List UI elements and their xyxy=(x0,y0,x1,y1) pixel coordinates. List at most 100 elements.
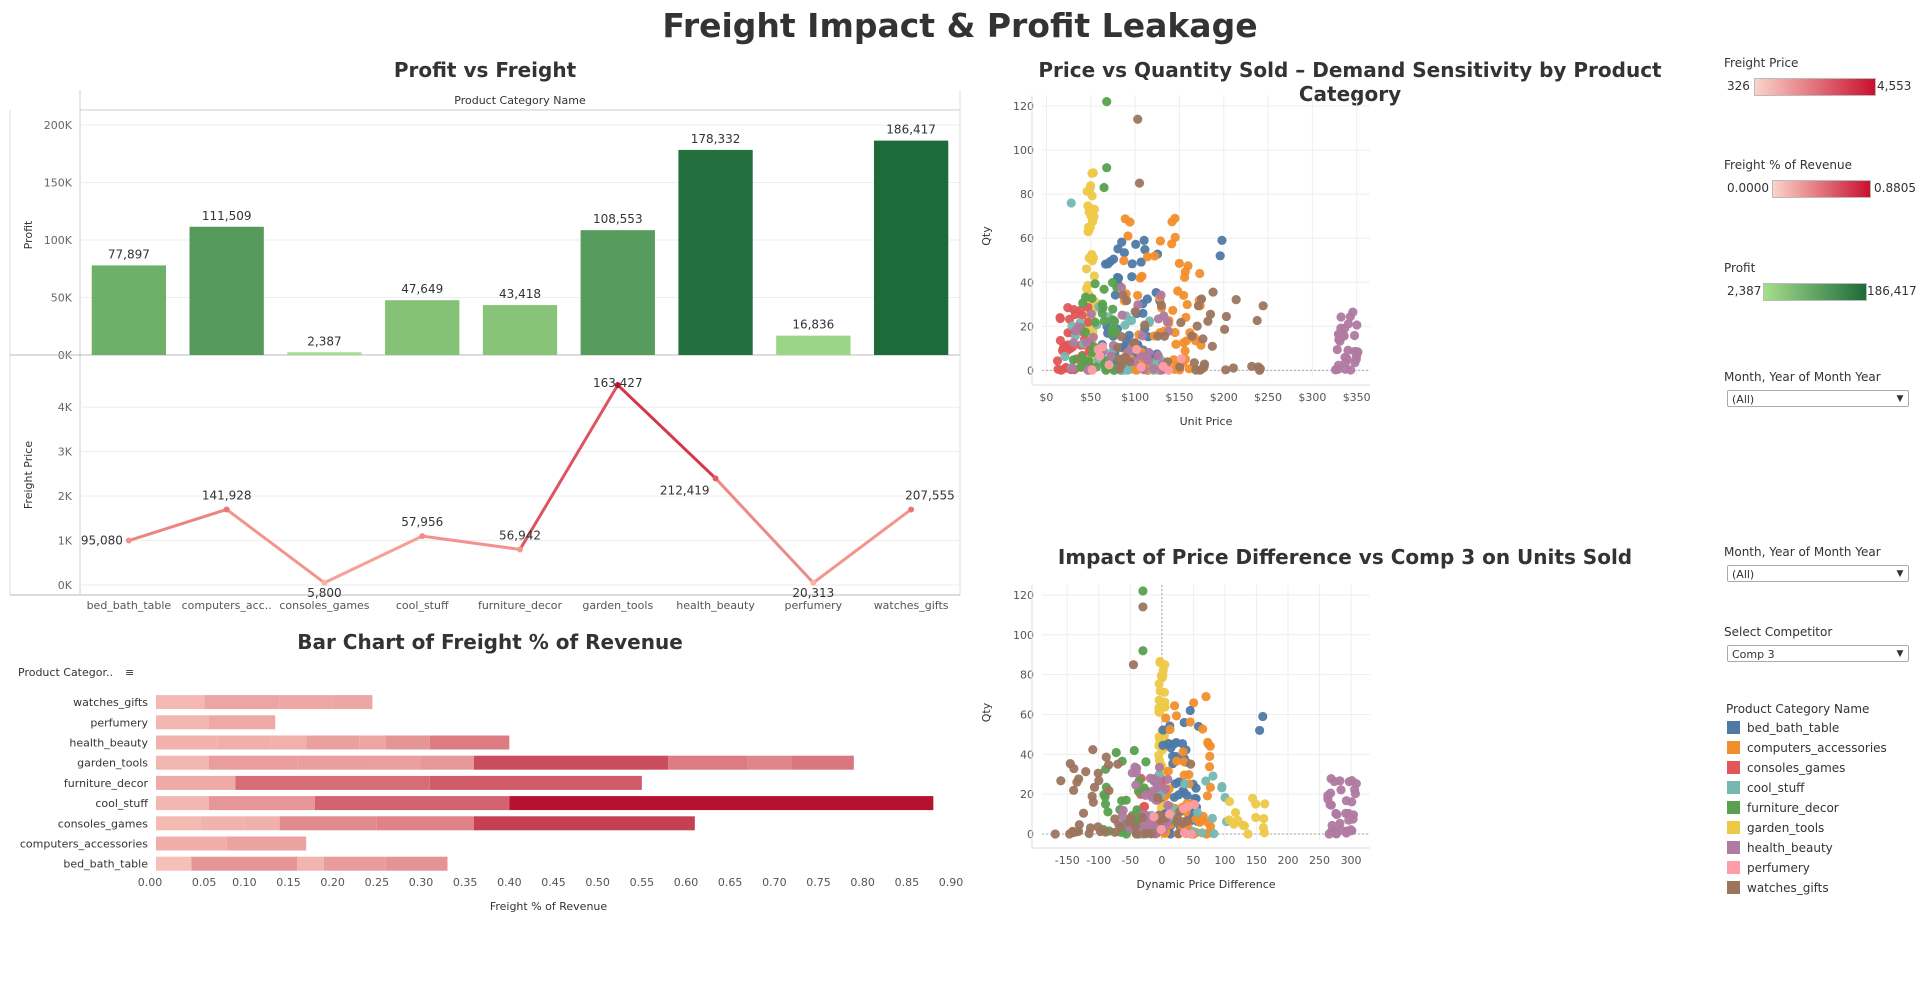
scatter-point xyxy=(1176,354,1186,364)
scatter-point xyxy=(1162,317,1172,327)
scatter-point xyxy=(1135,273,1145,283)
scatter-point xyxy=(1193,301,1203,311)
legend-swatch xyxy=(1727,761,1740,774)
scatter-point xyxy=(1201,691,1211,702)
scatter-point xyxy=(1116,331,1127,342)
x-tick-label: 0.45 xyxy=(541,876,566,889)
scatter-point xyxy=(1228,363,1239,373)
competitor-filter-dropdown[interactable]: Comp 3 ▼ xyxy=(1727,645,1909,662)
x-axis-label: Dynamic Price Difference xyxy=(1136,878,1275,891)
freight-pct-segment xyxy=(191,856,298,871)
profit-legend-min: 2,387 xyxy=(1727,284,1762,298)
x-tick-label: 0.35 xyxy=(453,876,478,889)
freight-value-label: 163,427 xyxy=(593,376,643,390)
scatter-point xyxy=(1131,829,1141,839)
scatter-point xyxy=(1180,346,1190,356)
profit-vs-freight-title: Profit vs Freight xyxy=(393,58,577,82)
scatter-point xyxy=(1154,707,1164,717)
legend-swatch xyxy=(1727,741,1740,754)
y-tick-label: 60 xyxy=(1020,232,1034,245)
scatter-point xyxy=(1118,805,1128,815)
freight-pct-segment xyxy=(217,735,271,750)
profit-bar xyxy=(678,149,753,355)
x-tick-label: 0.20 xyxy=(320,876,345,889)
scatter-point xyxy=(1350,784,1360,795)
scatter-point xyxy=(1159,687,1170,697)
category-header: Product Categor.. xyxy=(18,666,113,679)
freight-pct-segment xyxy=(226,836,307,851)
scatter-point xyxy=(1050,829,1060,839)
scatter-point xyxy=(1144,347,1154,358)
price-diff-scatter: 0 20 40 60 80 100 120 -150 -100 -50 0 50 100 150 200 25… xyxy=(980,585,1370,891)
freight-pct-segment xyxy=(747,755,792,770)
scatter-point xyxy=(1221,311,1231,322)
x-tick-label: $200 xyxy=(1210,391,1238,404)
scatter-point xyxy=(1344,777,1354,787)
scatter-point xyxy=(1094,776,1104,786)
freight-pct-segment xyxy=(421,755,474,770)
scatter-point xyxy=(1209,828,1219,839)
scatter-point xyxy=(1198,334,1208,344)
scatter-point xyxy=(1097,308,1107,319)
x-axis-label: Freight % of Revenue xyxy=(490,900,608,913)
freight-point xyxy=(614,382,621,388)
scatter-point xyxy=(1179,828,1190,838)
scatter-point xyxy=(1104,360,1114,370)
scatter-point xyxy=(1208,287,1218,297)
profit-bar xyxy=(580,230,655,355)
freight-pct-legend-title: Freight % of Revenue xyxy=(1724,158,1853,172)
x-tick-label: 0.70 xyxy=(762,876,787,889)
freight-value-label: 212,419 xyxy=(660,483,710,497)
scatter-point xyxy=(1104,760,1114,770)
x-tick-label: 0.75 xyxy=(806,876,831,889)
scatter-point xyxy=(1128,660,1139,670)
scatter-point xyxy=(1192,807,1203,817)
month-filter-2-dropdown[interactable]: (All) ▼ xyxy=(1727,565,1909,582)
scatter-point xyxy=(1131,780,1141,790)
y-tick-label: 0K xyxy=(58,579,73,592)
sort-icon: ≡ xyxy=(125,666,134,679)
scatter-point xyxy=(1184,770,1194,780)
scatter-point xyxy=(1156,290,1166,300)
x-tick-label: 0.90 xyxy=(939,876,964,889)
scatter-point xyxy=(1259,828,1270,838)
scatter-point xyxy=(1325,788,1336,798)
scatter-point xyxy=(1346,365,1356,375)
scatter-point xyxy=(1205,309,1216,319)
profit-bar xyxy=(189,226,264,355)
profit-axis-label: Profit xyxy=(22,220,35,249)
scatter-point xyxy=(1130,821,1141,831)
scatter-point xyxy=(1153,314,1164,324)
y-tick-label: 0 xyxy=(1027,828,1034,841)
scatter-point xyxy=(1089,782,1100,792)
scatter-point xyxy=(1125,217,1135,227)
scatter-point xyxy=(1163,766,1173,776)
freight-pct-segment xyxy=(279,695,333,710)
x-tick-label: 0.55 xyxy=(630,876,655,889)
scatter-point xyxy=(1183,801,1193,811)
legend-label: perfumery xyxy=(1747,861,1810,875)
freight-line-segment xyxy=(812,508,913,584)
scatter-point xyxy=(1070,326,1081,336)
scatter-point xyxy=(1088,744,1098,755)
category-label: health_beauty xyxy=(69,737,148,750)
scatter-point xyxy=(1068,355,1079,365)
freight-axis-label: Freight Price xyxy=(22,441,35,509)
scatter-point xyxy=(1113,342,1123,352)
scatter-point xyxy=(1052,356,1063,366)
profit-freight-chart: Product Category Name 0K 50K 100K 150K 200K Pr… xyxy=(9,90,961,612)
freight-pct-chart: Product Categor.. ≡ watches_gifts perfumery… xyxy=(18,666,964,913)
legend-swatch xyxy=(1727,841,1740,854)
freight-point xyxy=(321,579,328,586)
scatter-point xyxy=(1138,586,1148,596)
scatter-point xyxy=(1160,784,1170,794)
category-label: consoles_games xyxy=(58,817,148,830)
scatter-point xyxy=(1179,338,1189,348)
scatter-point xyxy=(1255,364,1265,374)
x-tick-label: 0.85 xyxy=(895,876,920,889)
freight-pct-segment xyxy=(270,735,307,750)
month-filter-1-dropdown[interactable]: (All) ▼ xyxy=(1727,390,1909,407)
scatter-point xyxy=(1336,785,1346,795)
scatter-point xyxy=(1088,332,1098,342)
scatter-point xyxy=(1158,361,1168,371)
